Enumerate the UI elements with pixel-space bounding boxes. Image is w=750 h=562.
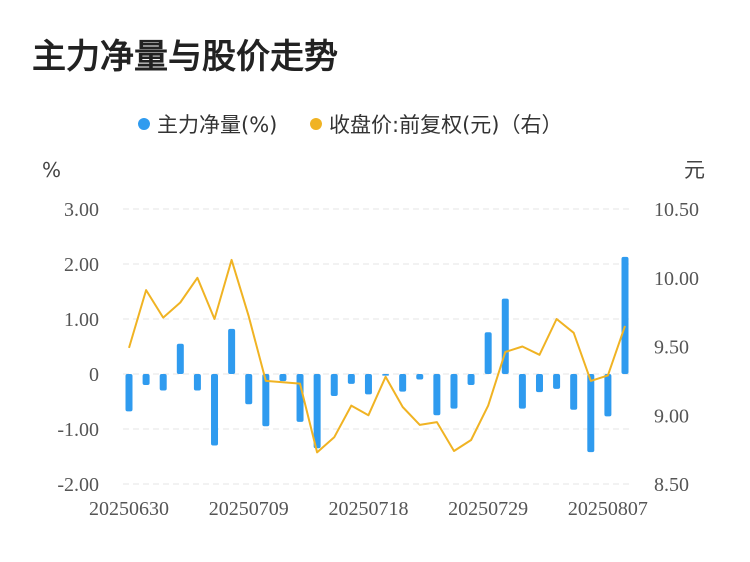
left-tick-label: 0 (89, 364, 99, 386)
bar[interactable] (416, 374, 424, 380)
grid-lines (123, 208, 632, 485)
bar[interactable] (467, 374, 475, 385)
bar[interactable] (279, 374, 287, 382)
bar[interactable] (330, 374, 338, 396)
bar-series (125, 256, 629, 453)
price-line[interactable] (128, 258, 626, 454)
legend: 主力净量(%) 收盘价:前复权(元)（右） (138, 113, 562, 137)
right-tick-label: 10.00 (654, 268, 699, 290)
left-tick-label: -2.00 (57, 474, 99, 496)
x-tick-label: 20250729 (448, 498, 528, 520)
left-tick-label: 1.00 (64, 309, 99, 331)
bar[interactable] (587, 374, 595, 453)
x-tick-label: 20250630 (89, 498, 169, 520)
bar[interactable] (484, 332, 492, 374)
bar[interactable] (433, 374, 441, 416)
left-axis-unit: % (42, 158, 61, 182)
bar[interactable] (347, 374, 355, 384)
bar[interactable] (621, 256, 629, 374)
bar[interactable] (553, 374, 561, 389)
bar[interactable] (228, 328, 236, 374)
right-tick-label: 10.50 (654, 199, 699, 221)
bar[interactable] (382, 374, 390, 376)
bar[interactable] (262, 374, 270, 427)
line-series (128, 258, 626, 454)
left-tick-label: 3.00 (64, 199, 99, 221)
bar[interactable] (313, 374, 321, 449)
left-tick-label: 2.00 (64, 254, 99, 276)
bar[interactable] (518, 374, 526, 409)
bar[interactable] (211, 374, 219, 446)
right-tick-label: 9.00 (654, 405, 689, 427)
x-tick-label: 20250718 (328, 498, 408, 520)
right-tick-label: 8.50 (654, 474, 689, 496)
legend-label-close-price: 收盘价:前复权(元)（右） (329, 113, 562, 137)
legend-item-close-price[interactable]: 收盘价:前复权(元)（右） (310, 113, 562, 137)
bar[interactable] (125, 374, 133, 412)
left-tick-label: -1.00 (57, 419, 99, 441)
bar[interactable] (364, 374, 372, 395)
bar[interactable] (535, 374, 543, 393)
legend-dot-icon-main-net (138, 118, 150, 130)
legend-item-main-net[interactable]: 主力净量(%) (138, 113, 277, 137)
bar[interactable] (245, 374, 253, 405)
bar[interactable] (399, 374, 407, 392)
right-axis-ticks: 10.50 10.00 9.50 9.00 8.50 (654, 199, 699, 496)
legend-dot-icon-close-price (310, 118, 322, 130)
right-tick-label: 9.50 (654, 337, 689, 359)
bar[interactable] (176, 343, 184, 374)
chart-title: 主力净量与股价走势 (32, 37, 338, 77)
bar[interactable] (142, 374, 150, 385)
bar[interactable] (159, 374, 167, 391)
bar[interactable] (450, 374, 458, 409)
x-tick-label: 20250709 (209, 498, 289, 520)
bar[interactable] (296, 374, 304, 422)
bar[interactable] (570, 374, 578, 410)
legend-label-main-net: 主力净量(%) (157, 113, 277, 137)
x-axis-ticks: 20250630 20250709 20250718 20250729 20250807 (89, 498, 648, 520)
left-axis-ticks: 3.00 2.00 1.00 0 -1.00 -2.00 (57, 199, 99, 496)
right-axis-unit: 元 (684, 158, 705, 182)
bar[interactable] (193, 374, 201, 391)
bar[interactable] (604, 374, 612, 417)
x-tick-label: 20250807 (568, 498, 648, 520)
